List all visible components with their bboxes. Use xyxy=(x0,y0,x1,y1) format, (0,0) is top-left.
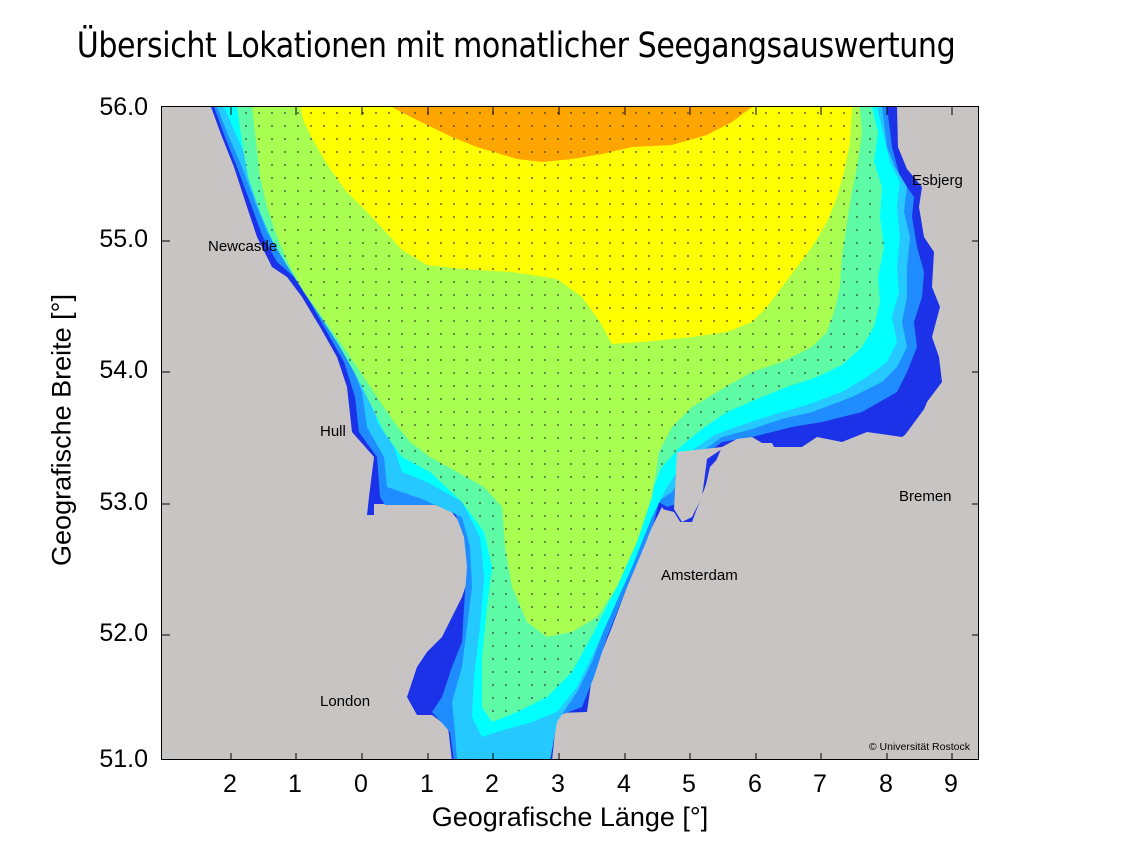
city-label-amsterdam: Amsterdam xyxy=(661,567,738,584)
y-tick-label: 55.0 xyxy=(99,225,148,253)
x-axis-label: Geografische Länge [°] xyxy=(431,802,709,832)
city-label-bremen: Bremen xyxy=(899,488,952,505)
x-tick-label: 9 xyxy=(944,770,958,798)
y-tick-label: 51.0 xyxy=(99,745,148,773)
x-tick-label: 0 xyxy=(354,770,368,798)
sea-state-contour-map xyxy=(162,107,978,759)
y-tick-label: 52.0 xyxy=(99,619,148,647)
copyright-notice: © Universität Rostock xyxy=(868,741,970,753)
city-label-hull: Hull xyxy=(320,423,346,440)
city-label-london: London xyxy=(320,693,371,710)
coastal-land-notch xyxy=(674,437,774,522)
x-tick-label: 1 xyxy=(288,770,302,798)
map-plot-area: Esbjerg Newcastle Hull Bremen Amsterdam … xyxy=(161,106,979,760)
y-tick-label: 53.0 xyxy=(99,488,148,516)
city-label-esbjerg: Esbjerg xyxy=(912,172,963,189)
x-tick-label: 5 xyxy=(682,770,696,798)
y-axis-label: Geografische Breite [°] xyxy=(46,294,77,566)
coastal-land-notch-east xyxy=(592,387,978,759)
y-tick-label: 56.0 xyxy=(99,93,148,121)
x-tick-label: 3 xyxy=(551,770,565,798)
map-title: Übersicht Lokationen mit monatlicher See… xyxy=(76,26,956,66)
x-tick-label: 4 xyxy=(617,770,631,798)
x-tick-label: 8 xyxy=(879,770,893,798)
city-label-newcastle: Newcastle xyxy=(208,238,278,255)
x-tick-label: 2 xyxy=(485,770,499,798)
x-tick-label: 6 xyxy=(748,770,762,798)
x-tick-label: 1 xyxy=(420,770,434,798)
x-tick-label: 7 xyxy=(813,770,827,798)
y-tick-label: 54.0 xyxy=(99,356,148,384)
x-tick-label: 2 xyxy=(223,770,237,798)
